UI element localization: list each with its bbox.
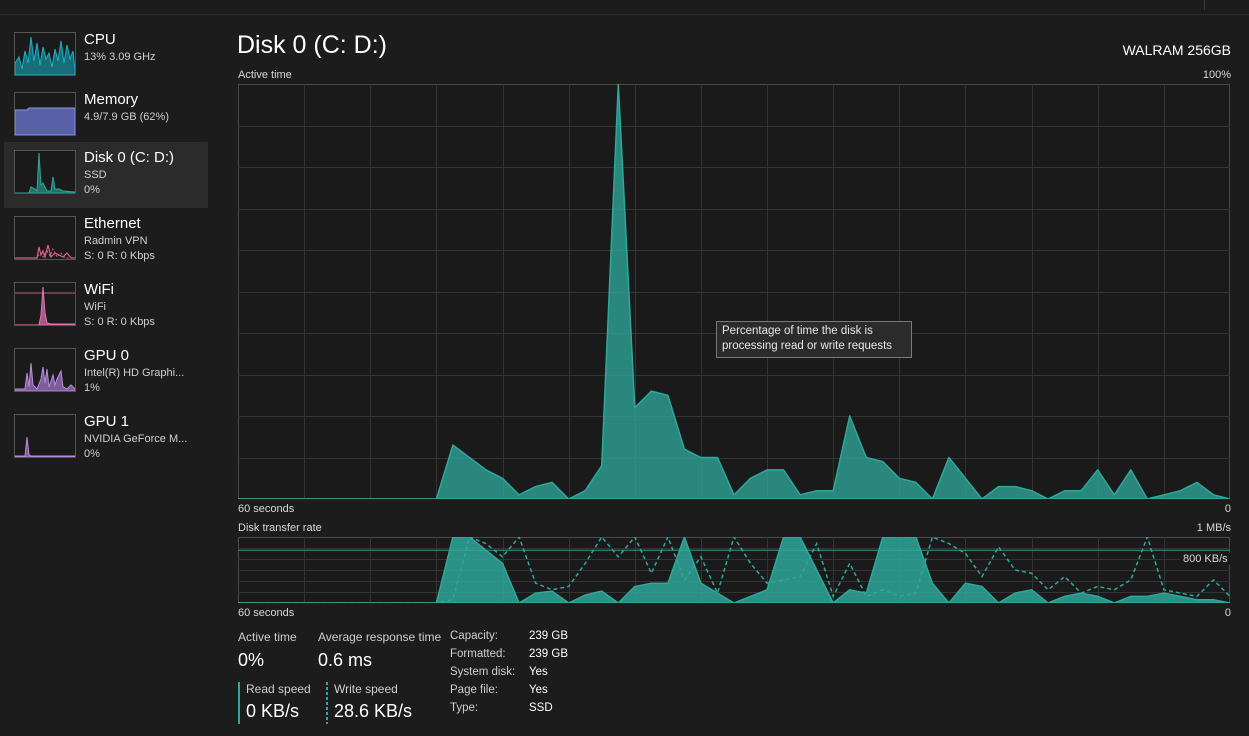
transfer-rate-chart-label: Disk transfer rate <box>238 522 322 534</box>
system-disk-value: Yes <box>529 666 548 678</box>
write-speed-legend-bar <box>326 682 328 724</box>
active-time-stat-label: Active time <box>238 630 297 644</box>
page-file-label: Page file: <box>450 684 498 696</box>
disk-thumbnail-graph <box>14 150 76 194</box>
formatted-value: 239 GB <box>529 648 568 660</box>
wifi-thumbnail-graph <box>14 282 76 326</box>
sidebar-item-detail: NVIDIA GeForce M... <box>84 433 188 445</box>
title-bar-strip <box>0 0 1249 15</box>
sidebar-item-title: Memory <box>84 91 139 108</box>
active-time-chart-label: Active time <box>238 69 292 81</box>
ethernet-thumbnail-graph <box>14 216 76 260</box>
write-speed-label: Write speed <box>334 682 398 696</box>
read-speed-value: 0 KB/s <box>246 701 300 721</box>
transfer-rate-mid-label: 800 KB/s <box>1180 553 1231 565</box>
read-speed-legend-bar <box>238 682 240 724</box>
divider <box>1204 0 1205 10</box>
avg-response-stat-label: Average response time <box>318 630 442 644</box>
active-time-max-label: 100% <box>1202 69 1231 81</box>
transfer-rate-zero-label: 0 <box>1224 607 1231 619</box>
sidebar-item-detail: SSD <box>84 169 107 181</box>
sidebar-item-title: CPU <box>84 31 116 48</box>
sidebar-item-gpu-0[interactable]: GPU 0 Intel(R) HD Graphi... 1% <box>4 340 208 406</box>
active-time-tooltip: Percentage of time the disk is processin… <box>716 321 912 358</box>
active-time-chart-svg <box>238 84 1230 499</box>
sidebar-item-detail-2: S: 0 R: 0 Kbps <box>84 316 155 328</box>
sidebar-item-memory[interactable]: Memory 4.9/7.9 GB (62%) <box>4 84 208 150</box>
transfer-rate-chart[interactable] <box>238 537 1230 603</box>
read-speed-label: Read speed <box>246 682 311 696</box>
sidebar-item-title: Disk 0 (C: D:) <box>84 149 174 166</box>
system-disk-label: System disk: <box>450 666 516 678</box>
sidebar-item-disk-0[interactable]: Disk 0 (C: D:) SSD 0% <box>4 142 208 208</box>
page-title: Disk 0 (C: D:) <box>237 31 387 59</box>
gpu-1-thumbnail-graph <box>14 414 76 458</box>
sidebar-item-detail: WiFi <box>84 301 106 313</box>
sidebar-item-wifi[interactable]: WiFi WiFi S: 0 R: 0 Kbps <box>4 274 208 340</box>
sidebar-item-detail-2: 0% <box>84 448 100 460</box>
transfer-rate-max-label: 1 MB/s <box>1196 522 1231 534</box>
active-time-zero-label: 0 <box>1224 503 1231 515</box>
cpu-thumbnail-graph <box>14 32 76 76</box>
gpu-0-thumbnail-graph <box>14 348 76 392</box>
formatted-label: Formatted: <box>450 648 506 660</box>
page-file-value: Yes <box>529 684 548 696</box>
sidebar-item-title: Ethernet <box>84 215 141 232</box>
sidebar-item-detail-2: S: 0 R: 0 Kbps <box>84 250 155 262</box>
sidebar-item-ethernet[interactable]: Ethernet Radmin VPN S: 0 R: 0 Kbps <box>4 208 208 274</box>
capacity-value: 239 GB <box>529 630 568 642</box>
sidebar-item-title: GPU 0 <box>84 347 130 364</box>
sidebar-item-detail-2: 0% <box>84 184 100 196</box>
write-speed-value: 28.6 KB/s <box>334 701 413 721</box>
sidebar-item-gpu-1[interactable]: GPU 1 NVIDIA GeForce M... 0% <box>4 406 208 472</box>
active-time-chart[interactable] <box>238 84 1230 499</box>
type-label: Type: <box>450 702 479 714</box>
sidebar-item-cpu[interactable]: CPU 13% 3.09 GHz <box>4 24 208 90</box>
sidebar-item-title: GPU 1 <box>84 413 130 430</box>
type-value: SSD <box>529 702 553 714</box>
transfer-rate-duration-label: 60 seconds <box>238 607 295 619</box>
sidebar-item-detail-2: 1% <box>84 382 100 394</box>
sidebar-item-detail: Radmin VPN <box>84 235 148 247</box>
sidebar-item-detail: Intel(R) HD Graphi... <box>84 367 185 379</box>
chart-border <box>238 84 1230 499</box>
active-time-area <box>238 84 1230 499</box>
sidebar-item-detail: 4.9/7.9 GB (62%) <box>84 111 169 123</box>
active-time-stat-value: 0% <box>238 650 265 670</box>
active-time-duration-label: 60 seconds <box>238 503 295 515</box>
capacity-label: Capacity: <box>450 630 498 642</box>
transfer-rate-chart-svg <box>238 537 1230 603</box>
sidebar-item-detail: 13% 3.09 GHz <box>84 51 156 63</box>
disk-model: WALRAM 256GB <box>1122 42 1231 58</box>
sidebar-item-title: WiFi <box>84 281 114 298</box>
read-speed-area <box>238 537 1230 603</box>
avg-response-stat-value: 0.6 ms <box>318 650 373 670</box>
memory-thumbnail-graph <box>14 92 76 136</box>
